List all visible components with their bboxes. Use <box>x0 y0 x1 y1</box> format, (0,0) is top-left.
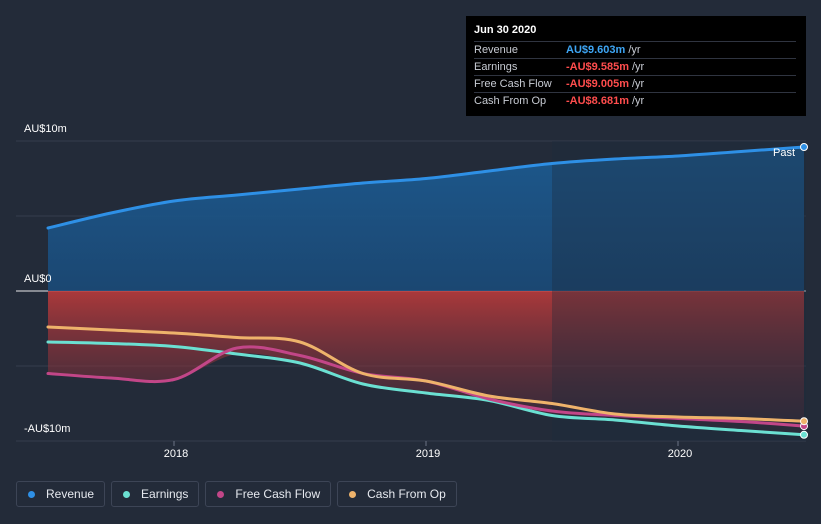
legend-item-cash-from-op[interactable]: Cash From Op <box>337 481 457 507</box>
tooltip-row-free-cash-flow: Free Cash Flow -AU$9.005m /yr <box>474 75 796 92</box>
hover-tooltip: Jun 30 2020 Revenue AU$9.603m /yr Earnin… <box>466 16 806 116</box>
past-label: Past <box>773 147 796 159</box>
tooltip-row-revenue: Revenue AU$9.603m /yr <box>474 41 796 58</box>
y-tick-label-top: AU$10m <box>24 123 67 135</box>
tooltip-value: AU$9.603m <box>566 44 626 56</box>
tooltip-label: Revenue <box>474 44 519 56</box>
legend-dot-earnings <box>123 490 131 498</box>
revenue-endpoint <box>800 143 808 151</box>
forecast-region <box>552 141 806 441</box>
cash-from-op-line <box>46 325 806 423</box>
legend-label: Free Cash Flow <box>235 487 321 501</box>
legend-dot-free-cash-flow <box>217 490 225 498</box>
series-areas <box>48 147 804 435</box>
tooltip-row-cash-from-op: Cash From Op -AU$8.681m /yr <box>474 92 796 109</box>
chart-legend: Revenue Earnings Free Cash Flow Cash Fro… <box>16 481 463 507</box>
tooltip-row-earnings: Earnings -AU$9.585m /yr <box>474 58 796 75</box>
x-tick-label-2019: 2019 <box>415 448 441 460</box>
tooltip-label: Cash From Op <box>474 95 547 107</box>
tooltip-unit: /yr <box>631 61 645 73</box>
legend-label: Revenue <box>46 487 95 501</box>
tooltip-unit: /yr <box>631 78 645 90</box>
tooltip-label: Free Cash Flow <box>474 78 552 90</box>
legend-dot-revenue <box>28 490 35 498</box>
y-tick-label-zero: AU$0 <box>24 273 52 285</box>
legend-item-free-cash-flow[interactable]: Free Cash Flow <box>205 481 332 507</box>
tooltip-value: -AU$9.585m <box>566 61 629 73</box>
legend-label: Cash From Op <box>367 487 446 501</box>
revenue-area <box>48 147 804 291</box>
revenue-line <box>46 145 806 230</box>
tooltip-unit: /yr <box>631 95 645 107</box>
tooltip-value: -AU$8.681m <box>566 95 629 107</box>
legend-item-revenue[interactable]: Revenue <box>16 481 106 507</box>
earnings-endpoint <box>800 430 808 439</box>
tooltip-value: -AU$9.005m <box>566 78 629 90</box>
x-tick-label-2018: 2018 <box>163 448 189 460</box>
tooltip-date: Jun 30 2020 <box>474 24 537 36</box>
x-tick-label-2020: 2020 <box>667 448 693 460</box>
cash-from-op-endpoint <box>800 417 808 426</box>
tooltip-unit: /yr <box>628 44 641 56</box>
legend-item-earnings[interactable]: Earnings <box>111 481 200 507</box>
legend-label: Earnings <box>141 487 189 501</box>
negative-area <box>48 291 804 435</box>
earnings-line <box>46 340 806 437</box>
series-endpoints <box>800 143 808 439</box>
y-tick-label-bottom: -AU$10m <box>24 423 71 435</box>
series-lines <box>46 145 806 437</box>
tooltip-label: Earnings <box>474 61 518 73</box>
legend-dot-cash-from-op <box>349 490 357 498</box>
